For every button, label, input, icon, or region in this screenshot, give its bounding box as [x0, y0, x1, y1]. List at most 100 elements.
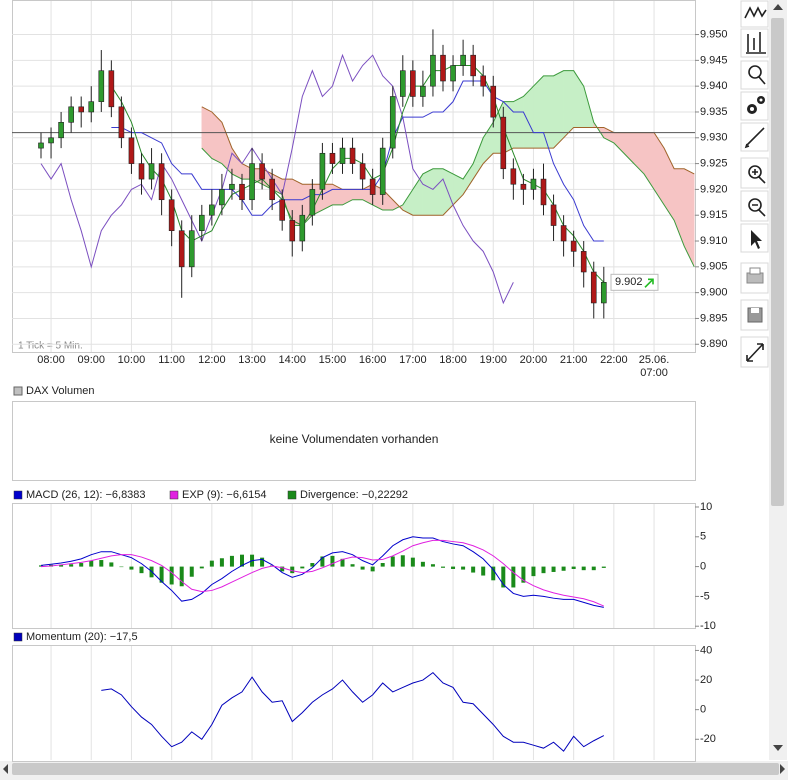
x-tick-label: 19:00: [479, 354, 507, 366]
y-tick-label: 40: [700, 644, 712, 656]
vertical-scrollbar[interactable]: [769, 0, 787, 760]
cloud-span-b: [201, 106, 695, 216]
tick-note: 1 Tick = 5 Min.: [18, 341, 83, 352]
candle-body: [580, 251, 587, 273]
y-tick-label: 9.940: [700, 80, 728, 92]
histogram-bar: [430, 564, 435, 567]
candle-body: [259, 163, 265, 180]
x-tick-label: 22:00: [600, 354, 628, 366]
x-tick-label: 20:00: [520, 354, 548, 366]
histogram-bar: [189, 566, 194, 577]
histogram-bar: [521, 566, 526, 583]
candle-body: [68, 106, 74, 123]
x-tick-label: 25.06. 07:00: [639, 354, 670, 379]
histogram-bar: [219, 558, 224, 567]
cloud-segment: [432, 168, 444, 216]
candle-body: [410, 70, 416, 97]
histogram-bar: [260, 557, 265, 567]
y-tick-label: 9.920: [700, 183, 728, 195]
candle-body: [158, 163, 165, 201]
histogram-bar: [441, 566, 445, 568]
horizontal-scrollbar[interactable]: [0, 761, 788, 780]
histogram-bar: [451, 566, 456, 569]
candle-body: [279, 199, 286, 221]
legend-label: MACD (26, 12): −6,8383: [26, 489, 146, 501]
price-panel: [12, 0, 696, 353]
fullscreen-button[interactable]: [740, 336, 769, 368]
y-tick-label: -5: [700, 590, 710, 602]
empty-message: keine Volumendaten vorhanden: [270, 432, 439, 446]
histogram-bar: [481, 566, 486, 576]
candle-body: [98, 70, 105, 102]
line-chart-button[interactable]: [740, 0, 769, 28]
candle-body: [530, 178, 537, 190]
histogram-bar: [601, 566, 606, 568]
y-tick-label: 9.915: [700, 209, 728, 221]
candle-body: [58, 122, 64, 139]
y-tick-label: 0: [700, 561, 706, 573]
histogram-bar: [240, 554, 244, 567]
candle-body: [108, 70, 115, 108]
histogram-bar: [69, 564, 74, 567]
y-tick-label: 0: [700, 704, 706, 716]
candle-body: [88, 101, 95, 113]
x-tick-label: 17:00: [399, 354, 427, 366]
settings-button[interactable]: [740, 91, 769, 121]
histogram-bar: [330, 555, 335, 567]
histogram-bar: [280, 566, 285, 572]
y-tick-label: 9.950: [700, 28, 728, 40]
candle-body: [209, 204, 215, 216]
candle-body: [219, 189, 225, 206]
histogram-bar: [109, 562, 114, 567]
cloud-segment: [533, 75, 544, 149]
save-button[interactable]: [740, 299, 769, 331]
zoom-out-button[interactable]: [740, 190, 769, 222]
y-tick-label: 9.890: [700, 338, 728, 350]
x-tick-label: 10:00: [118, 354, 146, 366]
candle-body: [128, 137, 135, 164]
candle-body: [520, 183, 527, 190]
bar-chart-button[interactable]: [740, 28, 769, 58]
candle-body: [480, 75, 487, 87]
zoom-in-button[interactable]: [740, 157, 769, 189]
histogram-bar: [561, 566, 566, 571]
candle-body: [319, 152, 326, 190]
draw-button[interactable]: [740, 122, 769, 152]
y-tick-label: 10: [700, 501, 712, 513]
candle-body: [570, 240, 577, 252]
histogram-bar: [501, 566, 506, 588]
legend-label: Momentum (20): −17,5: [26, 631, 138, 643]
cloud-segment: [352, 189, 363, 200]
candle-body: [600, 282, 607, 304]
histogram-bar: [471, 566, 476, 573]
y-tick-label: 9.895: [700, 312, 728, 324]
candle-body: [590, 271, 597, 304]
candle-body: [309, 189, 316, 216]
candle-body: [500, 116, 507, 170]
histogram-bar: [511, 566, 516, 588]
legend-swatch: [13, 632, 23, 642]
histogram-bar: [400, 555, 405, 567]
momentum-panel: [12, 645, 696, 762]
series-line: [40, 539, 604, 607]
histogram-bar: [79, 563, 84, 567]
candle-body: [379, 147, 386, 195]
candle-body: [510, 168, 517, 185]
overlay-line: [40, 53, 514, 305]
x-tick-label: 09:00: [77, 354, 105, 366]
pointer-button[interactable]: [740, 223, 769, 253]
candle-body: [199, 214, 205, 231]
histogram-bar: [571, 566, 576, 569]
candle-body: [460, 54, 466, 66]
print-button[interactable]: [740, 262, 769, 294]
search-button[interactable]: [740, 60, 769, 90]
candle-body: [450, 65, 456, 82]
histogram-bar: [591, 566, 596, 571]
candle-body: [299, 214, 306, 242]
candle-body: [289, 220, 296, 242]
histogram-bar: [551, 566, 556, 572]
candle-body: [269, 178, 275, 201]
histogram-bar: [119, 566, 124, 568]
histogram-bar: [541, 566, 546, 574]
